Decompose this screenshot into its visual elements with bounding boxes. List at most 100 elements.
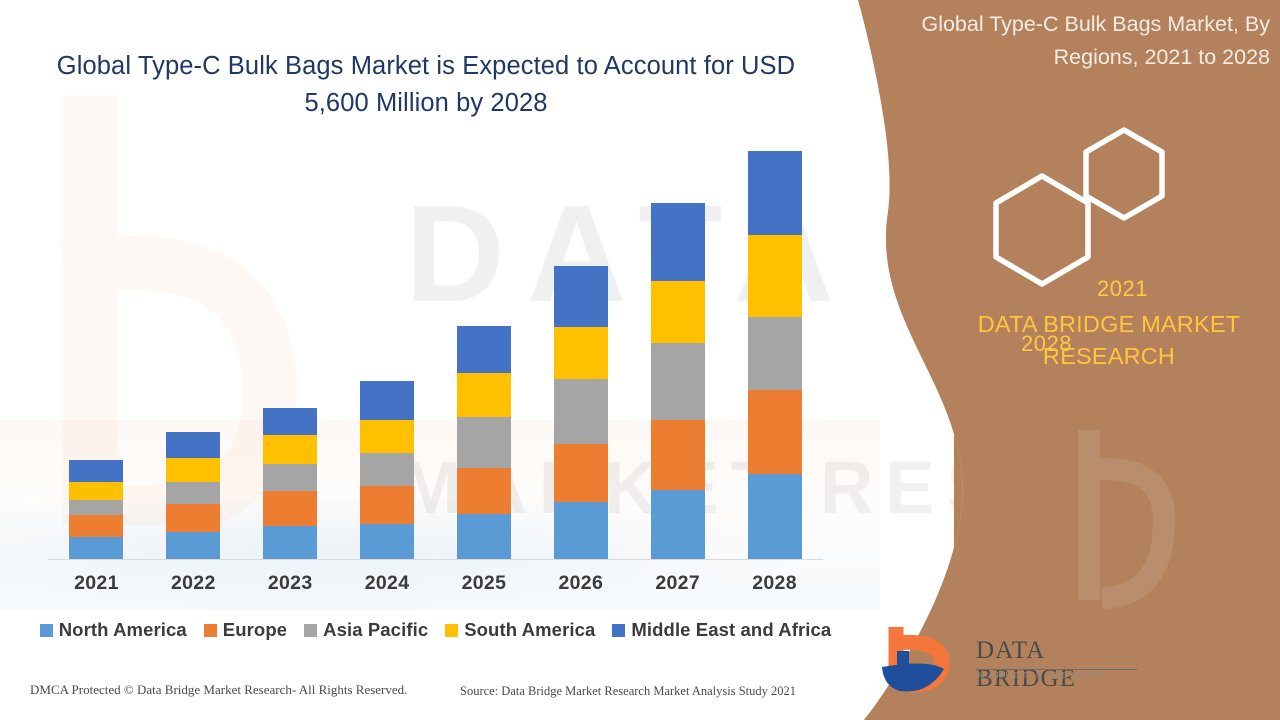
stacked-bar[interactable] [747,150,802,559]
legend-item-europe[interactable]: Europe [203,619,288,641]
panel-watermark-icon [1078,430,1176,609]
legend-swatch-icon [304,623,318,637]
bar-segment[interactable] [456,372,511,417]
legend-item-middle-east-and-africa[interactable]: Middle East and Africa [612,619,831,641]
source-notice: Source: Data Bridge Market Research Mark… [460,684,797,698]
bar-segment[interactable] [747,473,802,559]
stacked-bar[interactable] [263,407,318,559]
bar-segment[interactable] [166,482,221,505]
chart-column [629,121,726,559]
stacked-bar-chart [48,120,823,560]
legend-item-north-america[interactable]: North America [39,619,187,641]
data-bridge-mark-icon [882,627,950,693]
panel-title: Global Type-C Bulk Bags Market, By Regio… [921,12,1270,69]
bar-segment[interactable] [553,379,608,445]
bar-segment[interactable] [69,537,124,559]
page-title: Global Type-C Bulk Bags Market is Expect… [56,52,796,117]
bar-segment[interactable] [747,390,802,474]
bar-segment[interactable] [69,460,124,483]
x-axis-tick-2022: 2022 [171,572,216,594]
legend-label: Europe [222,619,288,640]
hexagon-year-badges: 2021 2028 [984,110,1184,356]
bar-segment[interactable] [166,432,221,459]
x-axis-line [48,559,823,560]
chart-plot-area [48,121,823,559]
legend-label: Middle East and Africa [631,619,832,640]
bar-segment[interactable] [456,416,511,469]
legend-label: South America [464,619,596,640]
logo-tagline: MARKET RESEARCH [978,671,1106,680]
stacked-bar[interactable] [360,380,415,559]
bar-segment[interactable] [360,485,415,524]
x-axis-tick-2025: 2025 [461,572,507,594]
bar-segment[interactable] [650,203,705,281]
brand-panel: Global Type-C Bulk Bags Market, By Regio… [834,0,1280,720]
bar-segment[interactable] [650,490,705,559]
bar-segment[interactable] [456,325,511,373]
legend-item-asia-pacific[interactable]: Asia Pacific [304,619,428,641]
stacked-bar[interactable] [553,265,608,559]
hex-badge-2028-label: 2028 [1021,331,1072,356]
legend-item-south-america[interactable]: South America [445,619,595,641]
bar-segment[interactable] [553,502,608,559]
stacked-bar[interactable] [69,460,124,559]
bar-segment[interactable] [553,265,608,327]
bar-segment[interactable] [263,491,318,527]
legend-swatch-icon [203,623,217,637]
legend-swatch-icon [612,623,626,637]
chart-column [532,121,629,559]
chart-column [436,121,533,559]
logo-underline-divider [976,669,1137,671]
x-axis-tick-2021: 2021 [74,572,119,594]
x-axis-tick-labels: 2021 2022 2023 2024 2025 2026 2027 2028 [48,572,823,602]
bar-segment[interactable] [747,234,802,318]
chart-column [145,121,242,559]
chart-column [48,121,145,559]
bar-segment[interactable] [360,523,415,559]
bar-segment[interactable] [263,526,318,559]
data-bridge-logo: DATA BRIDGE MARKET RESEARCH [870,625,1150,700]
chart-legend: North America Europe Asia Pacific South Ame… [39,615,831,645]
bar-segment[interactable] [456,468,511,515]
brand-name: DATA BRIDGE MARKET RESEARCH [977,311,1241,369]
bar-segment[interactable] [69,499,124,516]
chart-column [242,121,339,559]
bar-segment[interactable] [166,531,221,559]
bar-segment[interactable] [263,435,318,464]
bar-segment[interactable] [456,514,511,559]
bar-segment[interactable] [553,326,608,380]
stacked-bar[interactable] [650,203,705,559]
x-axis-tick-2026: 2026 [558,572,604,594]
legend-swatch-icon [445,623,459,637]
chart-column [726,121,823,559]
bar-segment[interactable] [69,515,124,538]
brand-panel-shape [858,0,1280,720]
legend-swatch-icon [39,623,53,637]
x-axis-tick-2028: 2028 [752,572,797,594]
bar-segment[interactable] [166,458,221,483]
bar-segment[interactable] [650,419,705,491]
bar-segment[interactable] [650,280,705,344]
bar-segment[interactable] [360,419,415,453]
hexagon-outline-icon [993,127,1165,287]
bar-segment[interactable] [263,407,318,436]
bar-segment[interactable] [360,452,415,486]
bar-segment[interactable] [360,380,415,420]
bar-segment[interactable] [263,463,318,492]
x-axis-tick-2024: 2024 [364,572,410,594]
hex-badge-2021-label: 2021 [1097,276,1148,301]
bar-segment[interactable] [69,482,124,500]
bar-segment[interactable] [166,504,221,532]
bar-segment[interactable] [747,317,802,391]
chart-column [339,121,436,559]
x-axis-tick-2023: 2023 [267,572,313,594]
logo-wordmark: DATA BRIDGE [976,637,1077,692]
bar-segment[interactable] [747,150,802,235]
bar-segment[interactable] [650,343,705,420]
bar-segment[interactable] [553,444,608,503]
stacked-bar[interactable] [166,432,221,559]
x-axis-tick-2027: 2027 [655,572,700,594]
dmca-notice: DMCA Protected © Data Bridge Market Rese… [30,682,408,697]
stacked-bar[interactable] [456,325,511,559]
